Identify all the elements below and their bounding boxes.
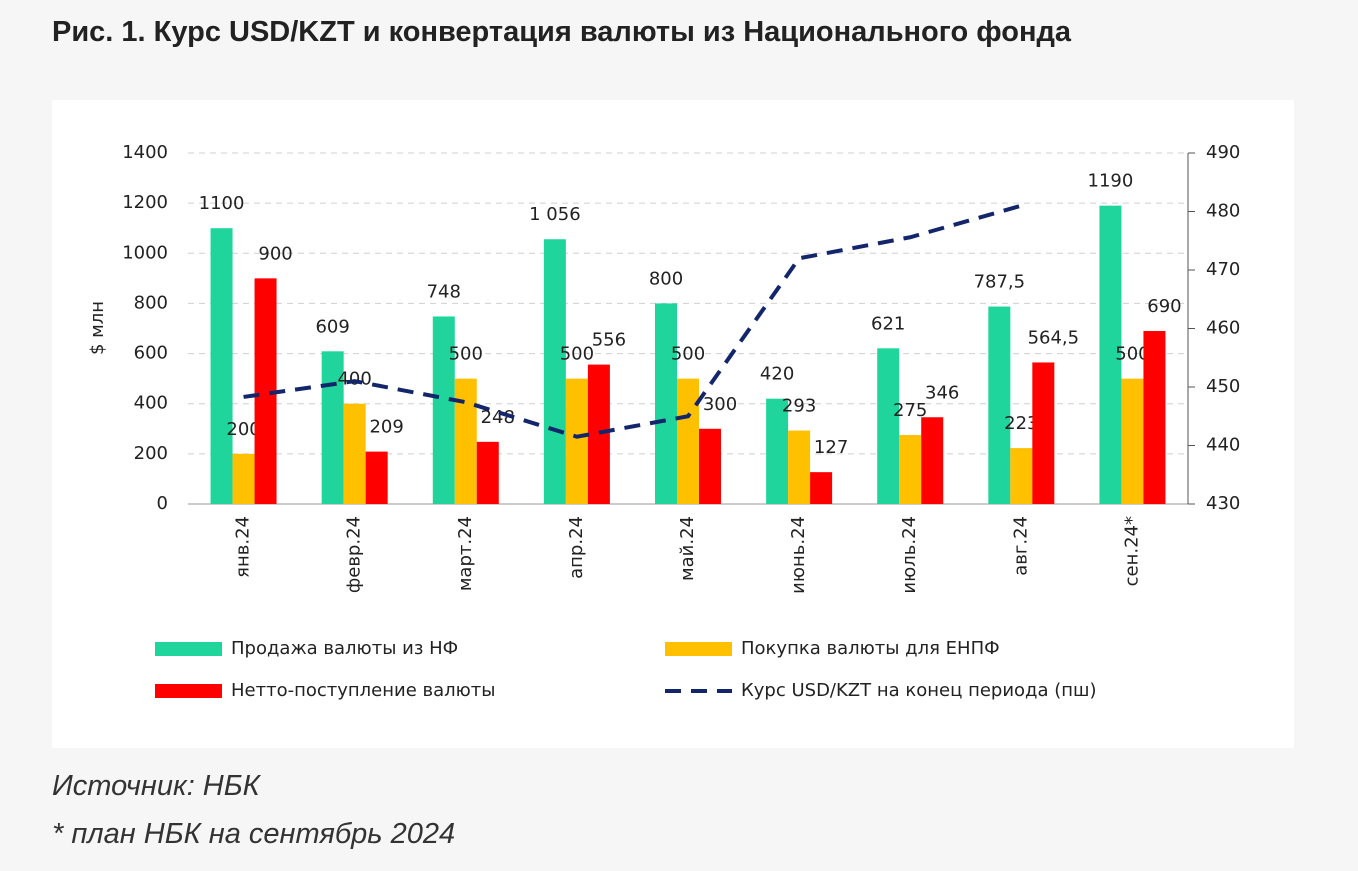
y2-tick-label: 490 — [1206, 142, 1240, 163]
data-label: 748 — [427, 281, 461, 302]
x-tick-label: сен.24* — [1121, 516, 1142, 586]
y-tick-label: 1000 — [122, 242, 168, 263]
chart-title: Рис. 1. Курс USD/KZT и конвертация валют… — [52, 16, 1071, 48]
data-label: 787,5 — [974, 272, 1026, 293]
data-label: 223 — [1004, 413, 1038, 434]
legend-swatch — [155, 642, 222, 656]
data-label: 127 — [814, 437, 848, 458]
data-label: 420 — [760, 364, 794, 385]
y-tick-label: 1200 — [122, 192, 168, 213]
bar — [565, 378, 588, 504]
bar — [476, 441, 499, 504]
bar — [1032, 362, 1055, 504]
y-tick-label: 800 — [134, 292, 168, 313]
data-label: 200 — [226, 419, 260, 440]
y-tick-label: 1400 — [122, 142, 168, 163]
bar — [432, 316, 455, 504]
x-tick-label: май.24 — [677, 516, 698, 581]
data-label: 621 — [871, 313, 905, 334]
data-label: 293 — [782, 396, 816, 417]
bar — [254, 278, 277, 504]
data-label: 500 — [449, 344, 483, 365]
bar — [587, 364, 610, 504]
data-label: 1190 — [1088, 171, 1134, 192]
bar — [1010, 448, 1033, 504]
bar — [788, 430, 811, 504]
x-tick-label: июнь.24 — [788, 516, 809, 594]
y2-tick-label: 430 — [1206, 493, 1240, 514]
line — [243, 203, 1022, 439]
bar — [454, 378, 477, 504]
bar — [877, 348, 900, 504]
bar — [655, 303, 677, 504]
legend-label: Нетто-поступление валюты — [231, 680, 496, 701]
bar — [365, 451, 388, 504]
data-label: 800 — [649, 268, 683, 289]
bar — [988, 306, 1011, 504]
bar — [232, 453, 255, 504]
bar — [921, 417, 944, 504]
data-label: 1 056 — [529, 204, 581, 225]
x-tick-label: март.24 — [455, 516, 476, 591]
y2-tick-label: 450 — [1206, 376, 1240, 397]
x-tick-label: июль.24 — [899, 516, 920, 594]
y-tick-label: 0 — [157, 493, 168, 514]
bar — [343, 403, 366, 504]
bar — [543, 239, 566, 504]
data-label: 556 — [592, 330, 626, 351]
y2-tick-label: 460 — [1206, 318, 1240, 339]
data-label: 248 — [481, 407, 515, 428]
data-label: 209 — [369, 417, 403, 438]
x-tick-label: апр.24 — [566, 516, 587, 579]
data-label: 275 — [893, 400, 927, 421]
bar — [699, 428, 721, 504]
bar — [677, 378, 699, 504]
legend-label: Продажа валюты из НФ — [231, 638, 458, 659]
bar — [810, 472, 833, 504]
data-label: 500 — [671, 344, 705, 365]
data-label: 500 — [1115, 344, 1149, 365]
bar — [766, 398, 789, 504]
data-label: 690 — [1147, 296, 1181, 317]
y-tick-label: 600 — [134, 343, 168, 364]
y2-tick-label: 480 — [1206, 201, 1240, 222]
legend-label: Покупка валюты для ЕНПФ — [741, 638, 1000, 659]
y-tick-label: 200 — [134, 443, 168, 464]
y-tick-label: 400 — [134, 393, 168, 414]
data-label: 1100 — [199, 193, 245, 214]
x-tick-label: авг.24 — [1010, 516, 1031, 576]
bar — [1143, 331, 1166, 504]
y-axis-label: $ млн — [87, 301, 108, 355]
legend-label: Курс USD/KZT на конец периода (пш) — [741, 680, 1097, 701]
y2-tick-label: 470 — [1206, 259, 1240, 280]
legend-swatch — [665, 642, 732, 656]
bar — [1099, 205, 1122, 504]
data-label: 500 — [560, 344, 594, 365]
y2-tick-label: 440 — [1206, 435, 1240, 456]
data-label: 564,5 — [1028, 327, 1080, 348]
note: * план НБК на сентябрь 2024 — [52, 818, 456, 850]
bar — [210, 228, 233, 504]
data-label: 900 — [258, 243, 292, 264]
bar — [1121, 378, 1144, 504]
x-tick-label: янв.24 — [233, 516, 254, 578]
data-label: 609 — [315, 316, 349, 337]
data-label: 300 — [703, 394, 737, 415]
bar — [321, 351, 344, 504]
legend-swatch — [155, 684, 222, 698]
data-label: 346 — [925, 382, 959, 403]
source: Источник: НБК — [52, 770, 260, 802]
x-tick-label: февр.24 — [344, 516, 365, 593]
bar — [899, 435, 922, 504]
